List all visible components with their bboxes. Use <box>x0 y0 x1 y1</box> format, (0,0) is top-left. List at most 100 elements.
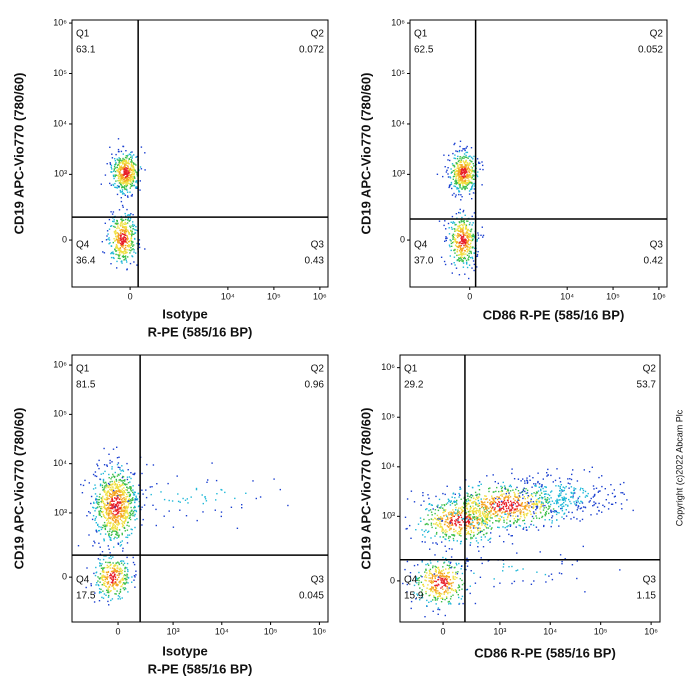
event-dot <box>450 528 452 530</box>
event-dot <box>202 511 204 513</box>
event-dot <box>467 502 470 504</box>
event-dot <box>457 181 459 183</box>
event-dot <box>176 475 178 477</box>
event-dot <box>110 251 113 254</box>
event-dot <box>110 539 112 541</box>
event-dot <box>121 488 123 490</box>
event-dot <box>121 224 123 226</box>
event-dot <box>184 499 187 501</box>
event-dot <box>435 591 437 593</box>
event-dot <box>545 499 547 501</box>
event-dot <box>255 497 257 500</box>
event-dot <box>423 500 425 502</box>
event-dot <box>121 221 123 223</box>
event-dot <box>139 180 141 182</box>
event-dot <box>134 229 136 231</box>
event-dot <box>94 592 96 594</box>
event-dot <box>124 156 127 159</box>
event-dot <box>241 504 243 506</box>
event-dot <box>514 499 516 502</box>
event-dot <box>111 225 113 227</box>
event-dot <box>104 576 107 578</box>
event-dot <box>108 502 111 504</box>
event-dot <box>94 510 96 512</box>
event-dot <box>105 555 107 557</box>
event-dot <box>526 509 528 511</box>
event-dot <box>132 178 134 181</box>
event-dot <box>118 494 120 497</box>
event-dot <box>453 173 456 175</box>
event-dot <box>127 245 129 248</box>
event-dot <box>472 235 475 238</box>
event-dot <box>476 175 479 178</box>
event-dot <box>119 168 122 170</box>
event-dot <box>449 177 452 179</box>
event-dot <box>468 223 471 226</box>
event-dot <box>425 563 427 566</box>
event-dot <box>116 174 119 177</box>
quadrant-name: Q3 <box>311 240 325 251</box>
event-dot <box>110 166 112 169</box>
event-dot <box>478 523 480 525</box>
event-dot <box>129 180 131 183</box>
event-dot <box>114 240 116 242</box>
event-dot <box>435 571 437 573</box>
event-dot <box>101 575 103 577</box>
event-dot <box>119 237 121 240</box>
event-dot <box>125 489 127 491</box>
event-dot <box>207 479 209 481</box>
quadrant-value: 0.42 <box>644 256 664 267</box>
event-dot <box>483 520 486 522</box>
event-dot <box>111 480 113 483</box>
event-dot <box>438 568 440 571</box>
event-dot <box>448 514 450 516</box>
event-dot <box>473 178 475 180</box>
event-dot <box>489 506 492 508</box>
event-dot <box>458 533 461 535</box>
event-dot <box>463 506 465 509</box>
event-dot <box>125 259 127 261</box>
event-dot <box>114 160 117 162</box>
event-dot <box>126 576 128 578</box>
event-dot <box>519 496 521 498</box>
event-dot <box>432 575 434 577</box>
event-dot <box>472 527 475 529</box>
event-dot <box>438 522 441 524</box>
event-dot <box>459 224 461 226</box>
event-dot <box>458 521 460 523</box>
event-dot <box>450 519 452 521</box>
event-dot <box>462 184 464 187</box>
event-dot <box>452 524 454 526</box>
event-dot <box>114 487 117 490</box>
event-dot <box>134 506 136 509</box>
event-dot <box>449 598 452 600</box>
event-dot <box>520 515 522 518</box>
event-dot <box>458 257 461 260</box>
event-dot <box>464 180 466 182</box>
event-dot <box>498 526 500 529</box>
event-dot <box>128 517 130 519</box>
event-dot <box>479 507 481 510</box>
event-dot <box>463 241 465 243</box>
event-dot <box>130 506 132 509</box>
event-dot <box>466 557 468 560</box>
event-dot <box>532 507 534 509</box>
event-dot <box>124 223 127 225</box>
event-dot <box>117 524 119 526</box>
event-dot <box>100 183 102 185</box>
event-dot <box>501 504 503 506</box>
event-dot <box>116 569 118 572</box>
event-dot <box>100 507 102 510</box>
event-dot <box>481 562 483 565</box>
event-dot <box>499 519 502 521</box>
event-dot <box>455 177 457 179</box>
quadrant-name: Q2 <box>643 364 657 375</box>
event-dot <box>460 170 463 173</box>
event-dot <box>501 493 503 496</box>
event-dot <box>106 163 108 165</box>
event-dot <box>110 570 113 573</box>
event-dot <box>571 511 573 514</box>
event-dot <box>511 472 513 475</box>
event-dot <box>130 236 133 238</box>
